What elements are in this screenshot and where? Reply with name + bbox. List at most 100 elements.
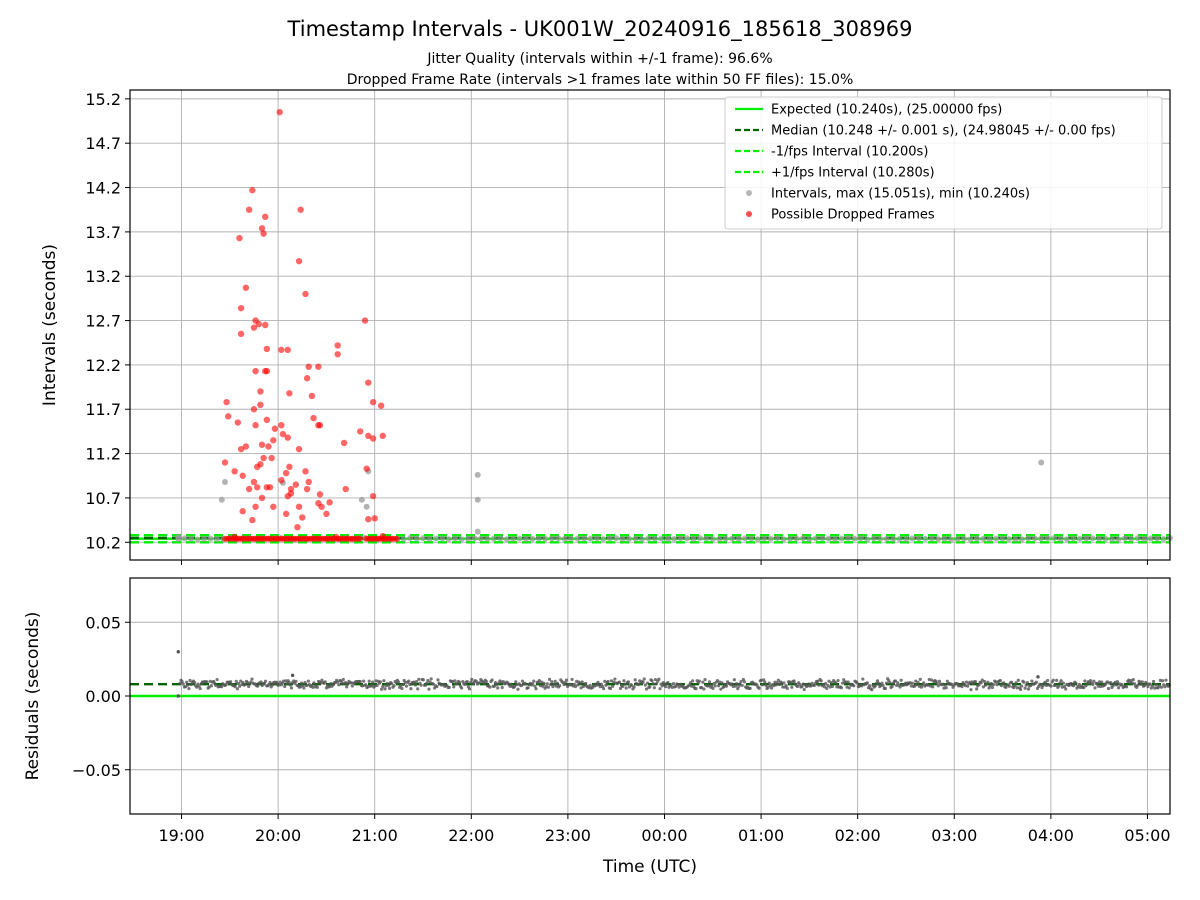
residual-point-band-328 [547,677,552,681]
interval-point-base-67 [606,535,613,542]
residual-point-band-492 [732,678,736,682]
residual-point-band-658 [919,685,924,689]
interval-point-base-71 [632,535,639,542]
residual-point-band-178 [378,680,383,684]
residual-point-band-51 [235,687,239,691]
dropped-point-29 [365,379,372,386]
interval-point-base-49 [490,535,497,542]
residual-point-band-316 [534,687,538,691]
residual-point-band-415 [645,681,650,685]
residual-point-band-578 [829,681,833,685]
xtick-labels: 19:00 20:00 21:00 22:00 23:00 00:00 01:00 02:00… [158,826,1170,845]
dropped-point-57 [340,439,348,447]
bottom-panel: −0.05 0.00 0.05 19:00 20:00 21:00 22:00 23:00 0… [23,577,1171,877]
interval-point-base-110 [883,535,890,542]
interval-point-base-78 [677,535,684,542]
interval-point-base-96 [793,535,800,542]
residual-point-band-738 [1009,680,1014,684]
residual-point-band-175 [375,683,379,688]
residual-point-band-9 [188,678,192,683]
residual-point-band-490 [730,682,734,686]
top-ytick-label-2: 11.2 [85,445,121,464]
residual-point-band-744 [1016,678,1020,682]
residual-point-band-601 [855,681,859,685]
interval-point-base-145 [1109,536,1116,543]
residual-point-band-494 [735,682,739,686]
dropped-point-40 [310,414,317,422]
residual-point-band-875 [1164,678,1168,682]
residual-point-band-108 [300,681,304,685]
residual-point-band-818 [1100,680,1104,684]
residual-point-band-612 [867,684,872,688]
residual-point-band-714 [982,679,987,684]
dropped-point-36 [369,398,377,406]
residual-point-band-153 [350,684,354,688]
residual-point-band-520 [764,683,768,687]
residual-point-band-652 [913,684,917,688]
interval-point-base-77 [671,535,678,542]
residual-point-band-326 [545,682,549,686]
residual-point-band-18 [198,686,202,691]
residual-point-band-810 [1091,682,1095,687]
interval-point-base-6 [213,536,220,543]
dropped-point-4 [297,206,304,213]
residual-point-band-874 [1163,685,1167,689]
residual-point-band-229 [436,678,440,682]
residual-point-band-396 [624,686,628,690]
residual-point-band-353 [576,683,580,687]
residual-point-band-259 [470,677,474,682]
bottom-points [176,650,1171,698]
interval-point-base-90 [754,536,761,543]
residual-point-band-239 [447,685,451,689]
residual-point-band-41 [224,683,228,687]
residual-point-band-453 [688,681,693,685]
residual-point-band-364 [588,683,592,687]
interval-point-base-82 [703,535,710,542]
dropped-point-59 [237,445,245,453]
residual-point-band-499 [740,683,744,688]
dropped-point-72 [305,478,312,486]
residual-point-band-811 [1092,679,1096,683]
interval-point-base-99 [812,535,819,542]
interval-point-base-93 [774,535,781,542]
residual-point-band-833 [1117,686,1121,690]
dropped-point-71 [292,481,300,488]
interval-point-base-149 [1134,535,1141,542]
bottom-grid [130,578,1170,819]
residual-point-band-395 [623,682,627,686]
interval-point-base-54 [523,536,530,543]
residual-point-band-343 [564,678,569,682]
residual-point-band-297 [513,684,517,689]
interval-point-base-61 [568,535,575,542]
interval-point-3 [358,496,365,503]
interval-point-base-86 [729,535,736,542]
residual-point-band-606 [861,677,865,681]
interval-point-base-127 [993,535,1000,542]
residual-point-band-94 [284,679,288,683]
residual-point-band-614 [870,688,874,692]
interval-point-4 [363,503,370,510]
interval-point-base-95 [787,535,794,542]
residual-point-band-836 [1120,683,1124,687]
xtick-label-5: 00:00 [641,826,687,845]
residual-point-band-803 [1083,679,1087,683]
interval-point-1 [221,478,228,485]
residual-point-band-88 [277,683,281,687]
residual-point-band-13 [192,680,197,685]
dropped-point-42 [316,422,324,429]
residual-point-band-72 [259,680,263,684]
residual-point-band-522 [766,685,770,689]
interval-point-base-85 [722,535,729,542]
residual-point-band-668 [931,685,935,689]
residual-point-band-52 [236,681,241,686]
legend-label-5: Possible Dropped Frames [771,208,935,223]
interval-point-base-147 [1121,535,1128,542]
residual-point-band-64 [250,677,254,681]
top-ytick-label-5: 12.7 [85,312,121,331]
residual-point-band-17 [197,684,201,688]
residual-point-band-864 [1151,679,1156,684]
residual-point-band-298 [514,680,518,684]
residual-point-band-407 [636,682,641,687]
interval-point-base-55 [529,535,536,542]
residual-point-band-24 [205,680,209,684]
